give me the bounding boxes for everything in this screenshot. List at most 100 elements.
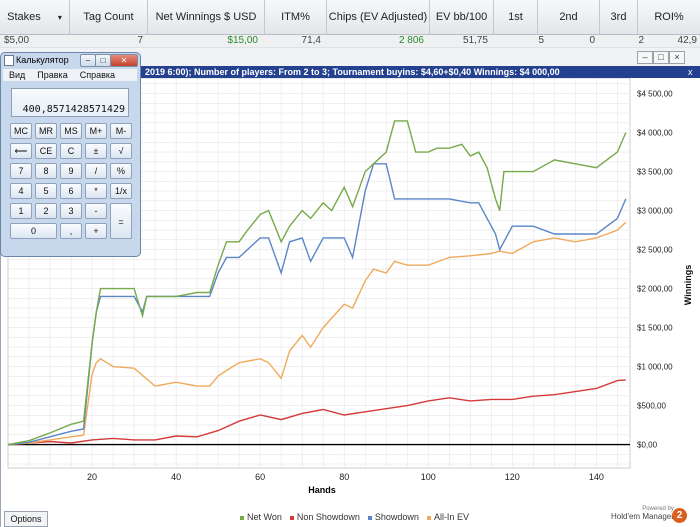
y-tick-label: $3 000,00 <box>637 207 673 216</box>
column-header-net-winnings[interactable]: Net Winnings $ USD <box>148 0 265 34</box>
calc-key[interactable]: ± <box>85 143 107 159</box>
x-tick-label: 100 <box>421 472 436 482</box>
hem-logo-badge: 2 <box>672 508 687 523</box>
calc-key[interactable]: 8 <box>35 163 57 179</box>
calc-key[interactable]: / <box>85 163 107 179</box>
calc-key[interactable]: 7 <box>10 163 32 179</box>
x-tick-label: 80 <box>339 472 349 482</box>
chart-ticks: $0,00 $500,00 $1 000,00 $1 500,00 $2 000,00 $… <box>87 90 673 482</box>
calc-key[interactable]: 3 <box>60 203 82 219</box>
legend-swatch <box>367 515 372 520</box>
y-tick-label: $3 500,00 <box>637 168 673 177</box>
cell-stakes: $5,00 <box>4 35 30 46</box>
y-tick-label: $4 500,00 <box>637 90 673 99</box>
menu-view[interactable]: Вид <box>9 70 26 80</box>
column-header-tag-count[interactable]: Tag Count <box>70 0 148 34</box>
calc-key[interactable]: M- <box>110 123 132 139</box>
y-axis-label: Winnings <box>683 264 694 306</box>
x-tick-label: 120 <box>505 472 520 482</box>
calc-key[interactable]: - <box>85 203 107 219</box>
column-header-itm[interactable]: ITM% <box>265 0 327 34</box>
legend-swatch <box>426 515 431 520</box>
calc-key[interactable]: 6 <box>60 183 82 199</box>
calc-key[interactable]: 2 <box>35 203 57 219</box>
menu-edit[interactable]: Правка <box>37 70 68 80</box>
calc-key-equals[interactable]: = <box>110 203 132 239</box>
series-line-showdown <box>7 163 627 446</box>
chevron-down-icon[interactable]: ▾ <box>57 13 62 22</box>
logo-powered-by: Powered by <box>642 506 674 512</box>
calc-key[interactable]: ⟵ <box>10 143 32 159</box>
calc-key[interactable]: MC <box>10 123 32 139</box>
calc-key[interactable]: 1 <box>10 203 32 219</box>
logo-text: Hold'em Manager <box>611 512 674 521</box>
y-tick-label: $0,00 <box>637 441 658 450</box>
calc-key[interactable]: MS <box>60 123 82 139</box>
calc-key[interactable]: + <box>85 223 107 239</box>
calculator-title: Калькулятор <box>16 55 69 65</box>
legend-label: All-In EV <box>433 512 469 522</box>
calculator-display: 400,8571428571429 <box>11 88 129 117</box>
x-tick-label: 40 <box>171 472 181 482</box>
column-header-ev-bb100[interactable]: EV bb/100 <box>430 0 494 34</box>
calc-key[interactable]: 4 <box>10 183 32 199</box>
legend-item: All-In EV <box>426 512 469 522</box>
y-tick-label: $2 000,00 <box>637 285 673 294</box>
legend-swatch <box>240 515 244 520</box>
chart-series <box>7 120 627 446</box>
calc-close-icon[interactable]: ✕ <box>110 54 138 67</box>
calc-maximize-icon[interactable]: □ <box>95 54 111 67</box>
x-tick-label: 140 <box>589 472 604 482</box>
x-tick-label: 20 <box>87 472 97 482</box>
menu-help[interactable]: Справка <box>79 70 116 80</box>
cell-itm: 71,4 <box>301 35 321 46</box>
y-tick-label: $2 500,00 <box>637 246 673 255</box>
column-header-stakes[interactable]: Stakes ▾ <box>0 0 70 34</box>
calc-key[interactable]: * <box>85 183 107 199</box>
calc-key[interactable]: % <box>110 163 132 179</box>
calc-key[interactable]: CE <box>35 143 57 159</box>
maximize-icon[interactable]: □ <box>653 51 669 64</box>
options-button[interactable]: Options <box>4 511 48 527</box>
legend-label: Showdown <box>374 512 419 522</box>
x-tick-label: 60 <box>255 472 265 482</box>
series-line-non-showdown <box>7 379 626 446</box>
cell-ev-bb100: 51,75 <box>462 35 488 46</box>
legend-label: Net Won <box>247 512 282 522</box>
calc-key[interactable]: , <box>60 223 82 239</box>
calc-key[interactable]: 1/x <box>110 183 132 199</box>
calc-key[interactable]: C <box>60 143 82 159</box>
cell-tag-count: 7 <box>137 35 143 46</box>
column-header-chips-ev[interactable]: Chips (EV Adjusted) <box>327 0 430 34</box>
column-header-2nd[interactable]: 2nd <box>538 0 600 34</box>
calc-key[interactable]: √ <box>110 143 132 159</box>
legend-item: Non Showdown <box>289 512 360 522</box>
calc-key[interactable]: 9 <box>60 163 82 179</box>
table-row[interactable]: $5,00 7 $15,00 71,4 2 806 51,75 5 0 2 42… <box>0 35 700 47</box>
column-header-1st[interactable]: 1st <box>494 0 538 34</box>
graph-close-icon[interactable]: x <box>688 67 693 77</box>
calc-key[interactable]: M+ <box>85 123 107 139</box>
cell-chips-ev: 2 806 <box>398 35 424 46</box>
calc-key[interactable]: MR <box>35 123 57 139</box>
column-label: Stakes <box>7 11 41 23</box>
cell-1st: 5 <box>538 35 544 46</box>
calculator-icon <box>4 55 14 66</box>
legend-item: Showdown <box>367 512 419 522</box>
calc-key[interactable]: 5 <box>35 183 57 199</box>
series-line-net-won <box>7 120 627 446</box>
hem-logo: Powered by Hold'em Manager <box>611 505 674 521</box>
cell-net-winnings: $15,00 <box>227 35 258 46</box>
calc-minimize-icon[interactable]: – <box>80 54 96 67</box>
legend-label: Non Showdown <box>296 512 360 522</box>
stats-table-header: Stakes ▾ Tag Count Net Winnings $ USD IT… <box>0 0 700 35</box>
chart-grid <box>7 78 631 469</box>
close-icon[interactable]: × <box>669 51 685 64</box>
column-header-roi[interactable]: ROI% <box>654 11 684 23</box>
winnings-chart: $0,00 $500,00 $1 000,00 $1 500,00 $2 000,00 $… <box>7 78 673 495</box>
graph-title-bar: 2019 6:00); Number of players: From 2 to… <box>0 66 700 78</box>
column-header-3rd[interactable]: 3rd <box>600 0 638 34</box>
chart-legend: Net Won Non Showdown Showdown All-In EV <box>240 512 477 522</box>
calc-key-zero[interactable]: 0 <box>10 223 57 239</box>
minimize-icon[interactable]: – <box>637 51 653 64</box>
